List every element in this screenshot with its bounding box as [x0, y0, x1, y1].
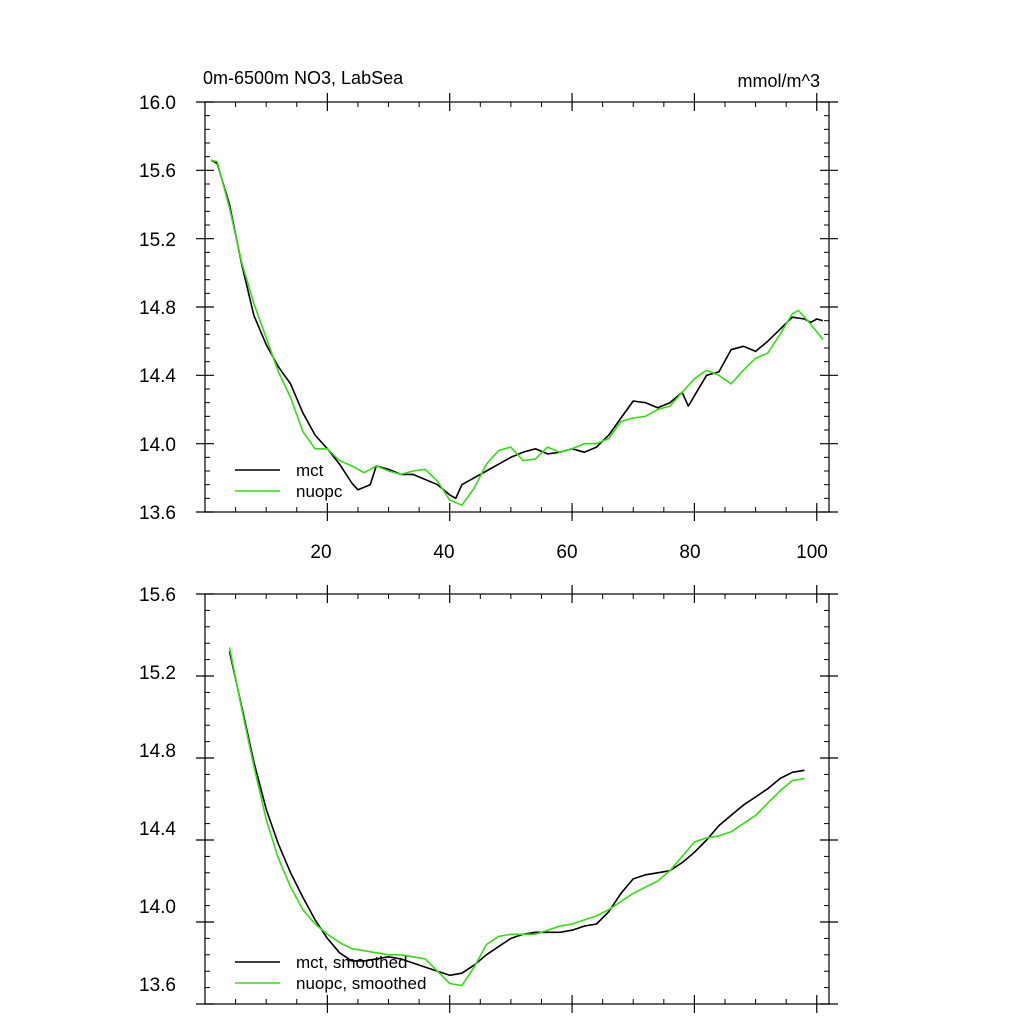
y-tick-label-14-4: 14.4	[139, 366, 176, 387]
series-line-mct-smoothed	[228, 651, 805, 977]
x-tick-label-80: 80	[679, 542, 700, 563]
legend: mct nuopc	[235, 461, 343, 501]
minor-ticks	[205, 594, 829, 1004]
legend-label-mct-smoothed: mct, smoothed	[296, 953, 408, 972]
series-line-mct	[210, 159, 824, 500]
plot-frame	[204, 593, 830, 1005]
y-tick-label-16-0: 16.0	[139, 93, 176, 114]
legend-label-nuopc-smoothed: nuopc, smoothed	[296, 974, 426, 993]
x-tick-label-60: 60	[556, 542, 577, 563]
chart-title: 0m-6500m NO3, LabSea	[203, 68, 404, 88]
units-label: mmol/m^3	[738, 71, 820, 91]
y-tick-label-14-0: 14.0	[139, 897, 176, 918]
top-panel: 0m-6500m NO3, LabSea mmol/m^3 16.0 15.6 …	[139, 68, 838, 563]
series-line-nuopc-smoothed	[228, 647, 805, 987]
x-tick-label-40: 40	[433, 542, 454, 563]
y-tick-label-14-4: 14.4	[139, 819, 176, 840]
series-lines	[228, 647, 805, 987]
y-tick-label-15-2: 15.2	[139, 230, 176, 251]
major-ticks	[196, 585, 838, 1013]
legend-label-mct: mct	[296, 461, 324, 480]
series-line-nuopc	[210, 159, 824, 507]
x-tick-label-20: 20	[310, 542, 331, 563]
y-tick-labels: 15.6 15.2 14.8 14.4 14.0 13.6	[139, 585, 176, 996]
y-tick-label-13-6: 13.6	[139, 503, 176, 524]
y-tick-label-14-8: 14.8	[139, 741, 176, 762]
legend-label-nuopc: nuopc	[296, 482, 343, 501]
x-tick-labels: 20 40 60 80 100	[310, 542, 827, 563]
major-ticks	[196, 93, 838, 521]
y-tick-label-14-0: 14.0	[139, 435, 176, 456]
y-tick-labels: 16.0 15.6 15.2 14.8 14.4 14.0 13.6	[139, 93, 176, 524]
y-tick-label-15-6: 15.6	[139, 585, 176, 606]
minor-ticks	[205, 102, 829, 512]
y-tick-label-14-8: 14.8	[139, 298, 176, 319]
legend: mct, smoothed nuopc, smoothed	[235, 953, 426, 993]
plot-frame	[204, 101, 830, 513]
y-tick-label-15-2: 15.2	[139, 663, 176, 684]
series-lines	[210, 159, 824, 507]
y-tick-label-13-6: 13.6	[139, 975, 176, 996]
x-tick-label-100: 100	[796, 542, 828, 563]
bottom-panel: 15.6 15.2 14.8 14.4 14.0 13.6 mct, smoot…	[139, 585, 838, 1013]
y-tick-label-15-6: 15.6	[139, 161, 176, 182]
